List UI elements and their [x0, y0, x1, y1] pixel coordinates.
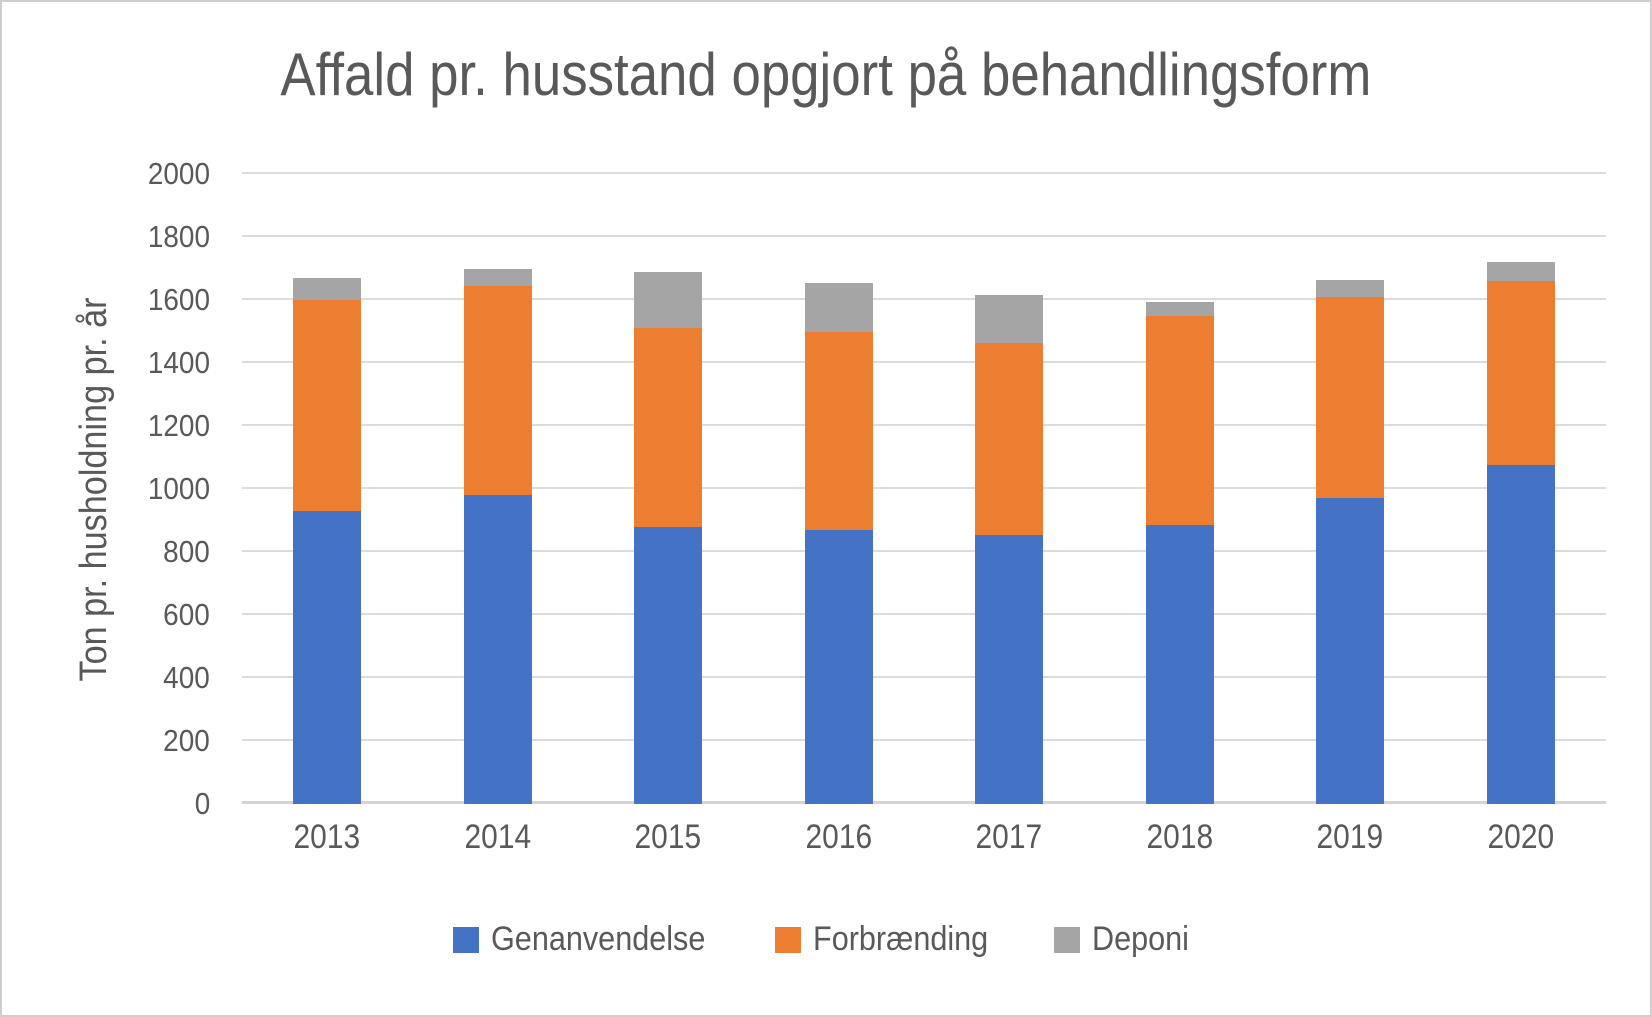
gridline-2000	[242, 172, 1606, 174]
bar-slot-2018	[1095, 174, 1266, 804]
chart-title-text: Affald pr. husstand opgjort på behandlin…	[280, 41, 1372, 108]
gridline-1200	[242, 424, 1606, 426]
legend-item-genanvendelse: Genanvendelse	[452, 920, 729, 959]
bar-segment-2015-deponi	[634, 271, 703, 329]
gridline-1400	[242, 361, 1606, 363]
x-tick-label-2016: 2016	[805, 818, 873, 856]
bar-2015	[634, 174, 703, 804]
gridline-200	[242, 739, 1606, 741]
bar-segment-2019-deponi	[1316, 279, 1385, 297]
gridline-1800	[242, 235, 1606, 237]
chart-title: Affald pr. husstand opgjort på behandlin…	[2, 40, 1650, 109]
y-tick-label: 1800	[147, 219, 210, 254]
y-tick-label: 200	[163, 723, 210, 758]
bar-2013	[293, 174, 362, 804]
bar-segment-2014-deponi	[463, 268, 532, 286]
y-tick-label: 1600	[147, 282, 210, 317]
legend-item-forbr-nding: Forbrænding	[774, 920, 1008, 959]
y-tick-label: 400	[163, 660, 210, 695]
legend: Genanvendelse Forbrænding Deponi	[2, 920, 1650, 959]
y-axis-ticks: 0 200 400 600 800 1000 1200 1400 1600 1800 2000	[62, 156, 210, 821]
bar-segment-2015-forbrænding	[634, 328, 703, 527]
bar-2014	[463, 174, 532, 804]
gridline-800	[242, 550, 1606, 552]
bar-segment-2014-forbrænding	[463, 285, 532, 496]
y-tick-label: 600	[163, 597, 210, 632]
bar-segment-2018-genanvendelse	[1145, 525, 1214, 804]
bar-2018	[1145, 174, 1214, 804]
bar-2017	[975, 174, 1044, 804]
bar-slot-2013	[242, 174, 413, 804]
y-tick-label: 0	[194, 786, 210, 821]
legend-swatch-forbr-nding	[774, 926, 801, 953]
y-tick-label: 2000	[147, 156, 210, 191]
bar-segment-2017-forbrænding	[975, 342, 1044, 535]
bar-segment-2018-deponi	[1145, 301, 1214, 316]
bar-segment-2020-deponi	[1486, 262, 1555, 282]
bar-slot-2020	[1436, 174, 1607, 804]
bar-2020	[1486, 174, 1555, 804]
gridline-400	[242, 676, 1606, 678]
legend-label-genanvendelse: Genanvendelse	[490, 920, 706, 958]
gridline-1000	[242, 487, 1606, 489]
legend-item-deponi: Deponi	[1053, 920, 1200, 959]
x-tick-label-2018: 2018	[1146, 818, 1214, 856]
bar-slot-2015	[583, 174, 754, 804]
bar-2016	[804, 174, 873, 804]
gridline-1600	[242, 298, 1606, 300]
bar-segment-2013-deponi	[293, 277, 362, 301]
bar-segment-2014-genanvendelse	[463, 495, 532, 804]
x-tick-label-2020: 2020	[1487, 818, 1555, 856]
bar-segment-2019-forbrænding	[1316, 296, 1385, 499]
bar-slot-2014	[413, 174, 584, 804]
legend-label-deponi: Deponi	[1091, 920, 1189, 958]
x-tick-label-2015: 2015	[634, 818, 702, 856]
bars-layer	[242, 174, 1606, 804]
bar-segment-2017-deponi	[975, 295, 1044, 343]
x-tick-label-2013: 2013	[293, 818, 361, 856]
bar-segment-2016-genanvendelse	[804, 529, 873, 804]
x-tick-label-2019: 2019	[1316, 818, 1384, 856]
gridline-0	[242, 801, 1606, 804]
bar-segment-2013-forbrænding	[293, 300, 362, 512]
gridlines-layer	[242, 172, 1606, 804]
y-tick-label: 1400	[147, 345, 210, 380]
bar-2019	[1316, 174, 1385, 804]
bar-segment-2020-forbrænding	[1486, 281, 1555, 466]
bar-segment-2015-genanvendelse	[634, 526, 703, 804]
x-axis-labels: 2013 2014 2015 2016 2017 2018 2019 2020	[242, 818, 1606, 857]
y-tick-label: 1000	[147, 471, 210, 506]
legend-swatch-genanvendelse	[452, 926, 479, 953]
bar-segment-2016-forbrænding	[804, 331, 873, 530]
bar-slot-2017	[924, 174, 1095, 804]
legend-label-forbr-nding: Forbrænding	[812, 920, 989, 958]
x-tick-label-2017: 2017	[975, 818, 1043, 856]
legend-swatch-deponi	[1053, 926, 1080, 953]
bar-slot-2019	[1265, 174, 1436, 804]
gridline-600	[242, 613, 1606, 615]
bar-segment-2013-genanvendelse	[293, 511, 362, 804]
y-tick-label: 1200	[147, 408, 210, 443]
plot-area	[242, 172, 1606, 804]
bar-segment-2016-deponi	[804, 282, 873, 332]
bar-slot-2016	[754, 174, 925, 804]
x-tick-label-2014: 2014	[464, 818, 532, 856]
bar-segment-2020-genanvendelse	[1486, 465, 1555, 804]
bar-segment-2017-genanvendelse	[975, 534, 1044, 804]
bar-segment-2019-genanvendelse	[1316, 498, 1385, 804]
y-tick-label: 800	[163, 534, 210, 569]
bar-segment-2018-forbrænding	[1145, 315, 1214, 526]
